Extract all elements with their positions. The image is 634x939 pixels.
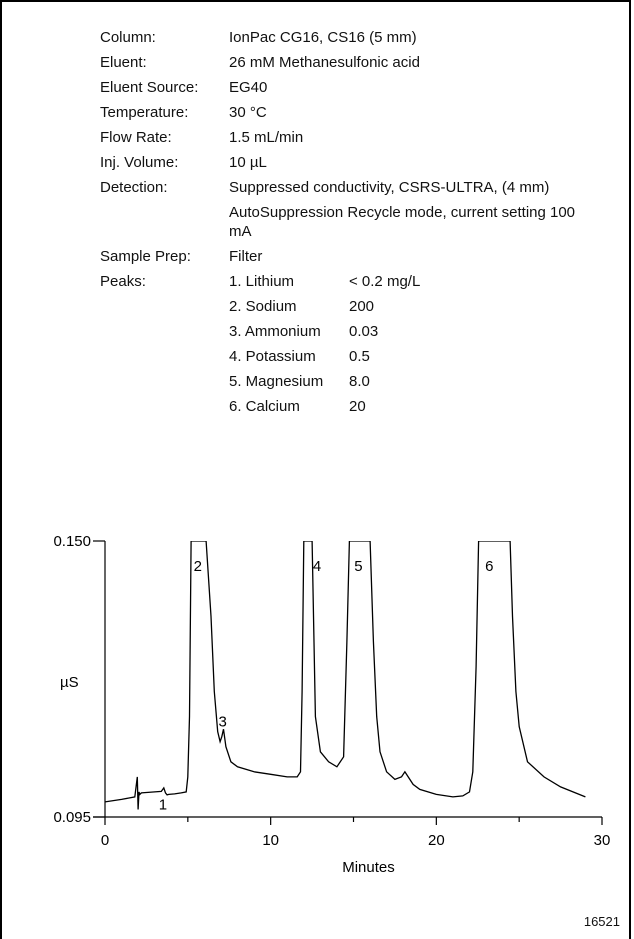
peak-concentration: 200 <box>349 298 375 315</box>
condition-value: EG40 <box>229 79 268 96</box>
peak-label: 3 <box>218 714 226 731</box>
condition-value: 1.5 mL/min <box>229 129 304 146</box>
condition-value: IonPac CG16, CS16 (5 mm) <box>229 29 417 46</box>
condition-label: Inj. Volume: <box>100 154 179 171</box>
y-tick-label: 0.150 <box>53 533 91 550</box>
condition-label: Detection: <box>100 179 168 196</box>
peak-entry: 5. Magnesium 8.0 <box>229 372 589 391</box>
peak-row: Peaks: 1. Lithium < 0.2 mg/L <box>100 272 589 291</box>
y-tick-label: 0.095 <box>53 809 91 826</box>
peak-entry: 1. Lithium < 0.2 mg/L <box>229 272 589 291</box>
chromatogram-trace <box>105 541 586 810</box>
peak-concentration: 20 <box>349 398 366 415</box>
condition-value: 26 mM Methanesulfonic acid <box>229 54 420 71</box>
method-conditions: Column: IonPac CG16, CS16 (5 mm) Eluent: 26… <box>100 28 589 422</box>
y-axis-label: µS <box>60 674 79 691</box>
peak-concentration: 0.5 <box>349 348 370 365</box>
condition-row: Inj. Volume: 10 µL <box>100 153 589 172</box>
peak-row: 3. Ammonium 0.03 <box>100 322 589 341</box>
condition-value: 10 µL <box>229 154 267 171</box>
peak-concentration: 8.0 <box>349 373 370 390</box>
condition-row: Eluent Source: EG40 <box>100 78 589 97</box>
condition-value: Suppressed conductivity, CSRS-ULTRA, (4 … <box>229 179 550 196</box>
condition-row: Flow Rate: 1.5 mL/min <box>100 128 589 147</box>
x-tick-label: 0 <box>101 832 109 849</box>
peak-name: 1. Lithium <box>229 273 295 290</box>
peak-name: 5. Magnesium <box>229 373 324 390</box>
peak-name: 4. Potassium <box>229 348 316 365</box>
condition-row: AutoSuppression Recycle mode, current se… <box>100 203 589 241</box>
peak-name: 2. Sodium <box>229 298 297 315</box>
figure-id: 16521 <box>583 914 620 929</box>
condition-row: Temperature: 30 °C <box>100 103 589 122</box>
condition-label: Eluent Source: <box>100 79 199 96</box>
condition-label: Column: <box>100 29 156 46</box>
condition-row: Column: IonPac CG16, CS16 (5 mm) <box>100 28 589 47</box>
condition-row: Eluent: 26 mM Methanesulfonic acid <box>100 53 589 72</box>
condition-row: Detection: Suppressed conductivity, CSRS-… <box>100 178 589 197</box>
peak-entry: 2. Sodium 200 <box>229 297 589 316</box>
condition-value: AutoSuppression Recycle mode, current se… <box>229 204 576 240</box>
condition-row: Sample Prep: Filter <box>100 247 589 266</box>
condition-label: Eluent: <box>100 54 147 71</box>
condition-label: Flow Rate: <box>100 129 172 146</box>
peak-concentration: < 0.2 mg/L <box>349 273 421 290</box>
peak-label: 2 <box>194 558 202 575</box>
peak-label: 5 <box>354 558 362 575</box>
condition-label: Temperature: <box>100 104 189 121</box>
peak-row: 4. Potassium 0.5 <box>100 347 589 366</box>
x-tick-label: 10 <box>262 832 279 849</box>
peak-entry: 4. Potassium 0.5 <box>229 347 589 366</box>
peak-entry: 3. Ammonium 0.03 <box>229 322 589 341</box>
condition-value: 30 °C <box>229 104 267 121</box>
peak-row: 2. Sodium 200 <box>100 297 589 316</box>
peak-concentration: 0.03 <box>349 323 379 340</box>
peak-label: 4 <box>313 558 321 575</box>
x-tick-label: 20 <box>428 832 445 849</box>
peak-name: 6. Calcium <box>229 398 300 415</box>
peak-row: 5. Magnesium 8.0 <box>100 372 589 391</box>
peaks-label: Peaks: <box>100 273 146 290</box>
peak-name: 3. Ammonium <box>229 323 321 340</box>
peak-entry: 6. Calcium 20 <box>229 397 589 416</box>
condition-label: Sample Prep: <box>100 248 191 265</box>
peak-label: 6 <box>485 558 493 575</box>
peak-label: 1 <box>159 796 167 813</box>
peak-row: 6. Calcium 20 <box>100 397 589 416</box>
condition-value: Filter <box>229 248 263 265</box>
x-tick-label: 30 <box>594 832 611 849</box>
x-axis-label: Minutes <box>342 859 395 876</box>
